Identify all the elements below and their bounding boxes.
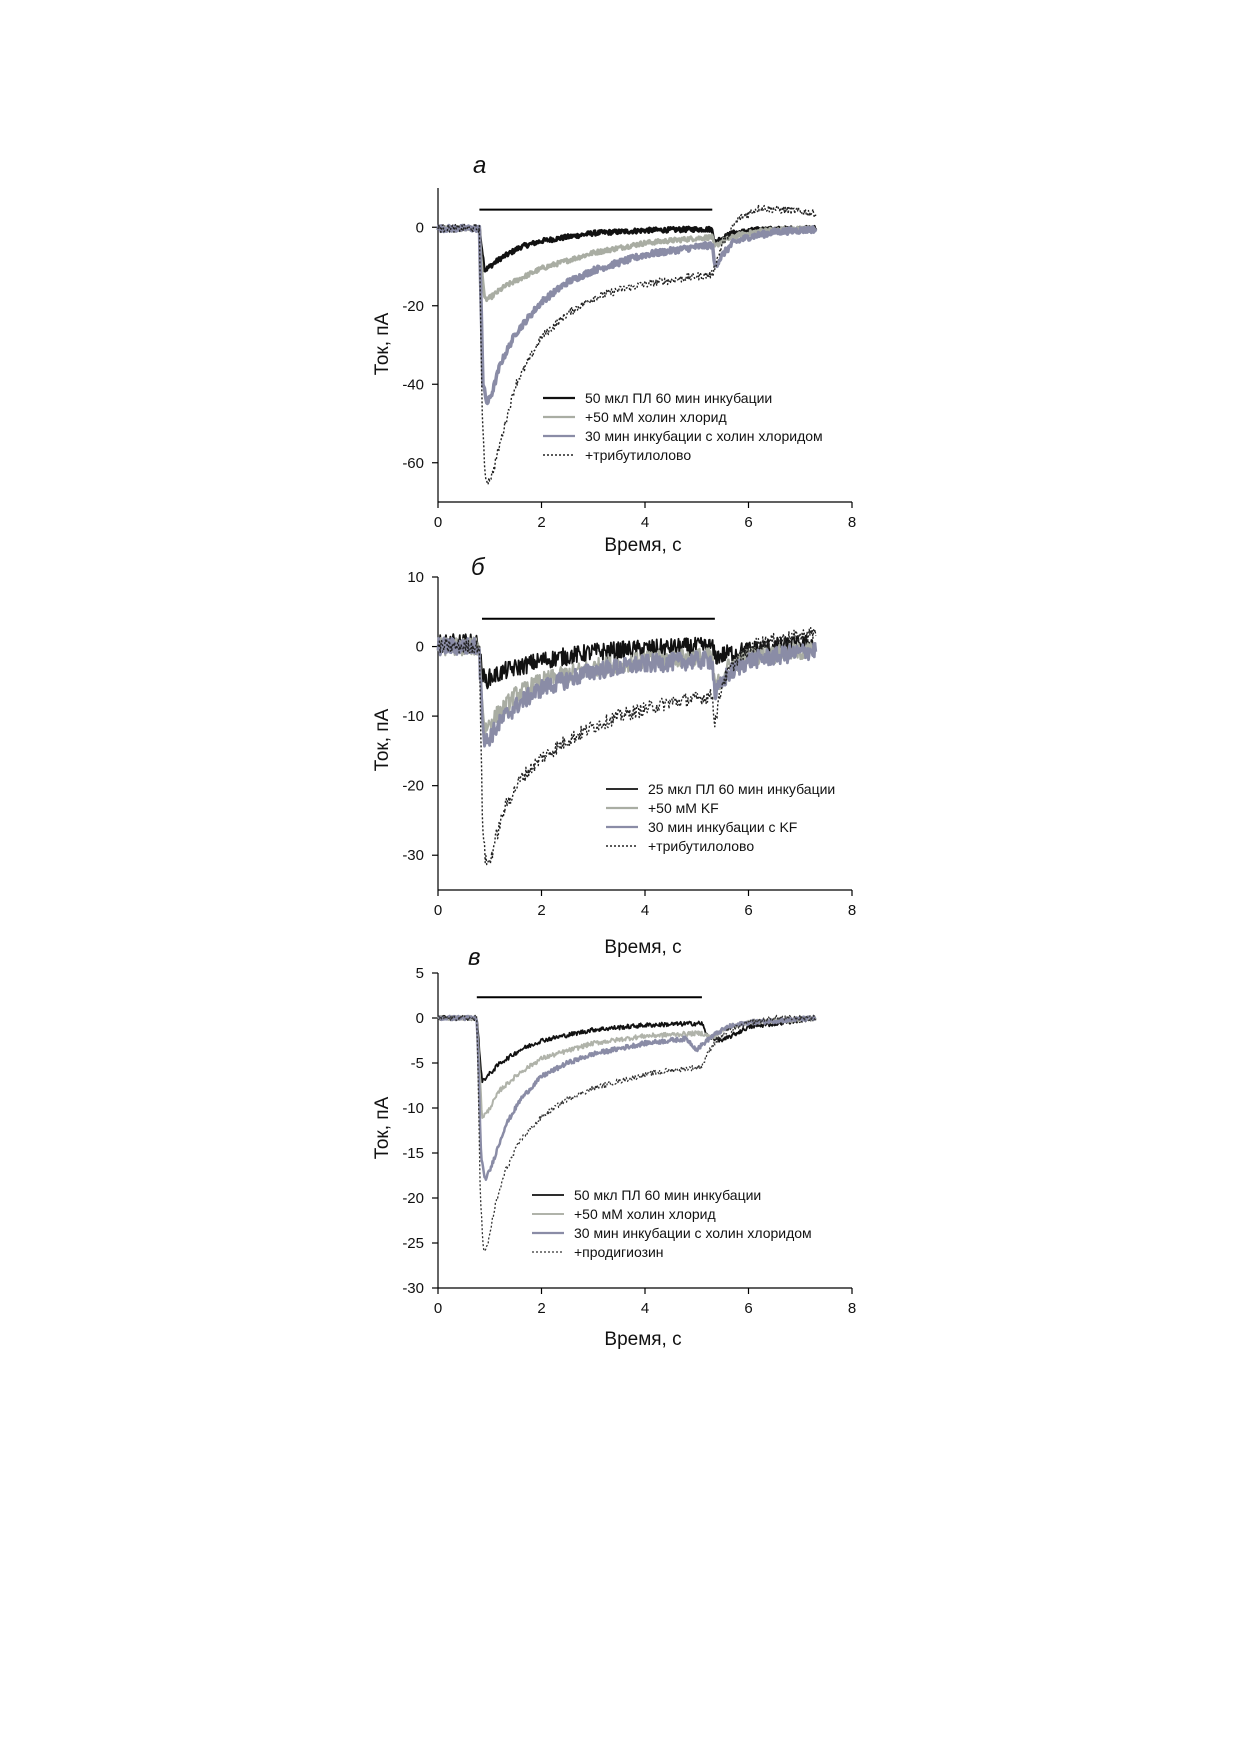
series-line (436, 223, 818, 406)
legend-label: +трибутилолово (648, 838, 754, 854)
y-tick-label: 0 (416, 639, 424, 656)
x-tick-label: 0 (434, 514, 442, 531)
legend-label: 30 мин инкубации с холин хлоридом (585, 428, 823, 444)
panel-b: б Время, с Ток, пА 0 2 4 6 8 10 0 -10 -20 -30 25 м… (372, 554, 856, 958)
x-tick-label: 8 (848, 1300, 856, 1317)
x-tick-label: 6 (744, 1300, 752, 1317)
y-tick-label: -20 (402, 298, 424, 315)
legend-label: 30 мин инкубации с KF (648, 819, 797, 835)
y-tick-label: -25 (402, 1235, 424, 1252)
x-tick-label: 6 (744, 902, 752, 919)
y-tick-label: -10 (402, 1100, 424, 1117)
panel-label: в (468, 944, 481, 971)
y-tick-label: -20 (402, 1190, 424, 1207)
x-tick-label: 2 (537, 902, 545, 919)
y-tick-label: -60 (402, 455, 424, 472)
series-line (436, 636, 818, 748)
series-line (437, 627, 817, 866)
series-line (437, 203, 817, 486)
x-tick-label: 4 (641, 1300, 649, 1317)
y-tick-label: -30 (402, 1280, 424, 1297)
y-tick-label: -15 (402, 1145, 424, 1162)
panel-c: в Время, с Ток, пА 0 2 4 6 8 5 0 -5 -10 -15 -20 -25… (372, 944, 856, 1350)
legend-label: +50 мМ холин хлорид (585, 409, 727, 425)
legend-label: 25 мкл ПЛ 60 мин инкубации (648, 781, 835, 797)
legend-label: +трибутилолово (585, 447, 691, 463)
x-axis-label: Время, с (604, 937, 681, 958)
y-tick-label: 5 (416, 965, 424, 982)
x-tick-label: 2 (537, 514, 545, 531)
panel-a: а Время, с Ток, пА 0 2 4 6 8 0 -20 -40 -60 50 мкл… (372, 152, 856, 556)
series-line (437, 1014, 817, 1084)
y-tick-label: 10 (407, 569, 424, 586)
y-tick-label: -10 (402, 708, 424, 725)
panel-label: б (471, 554, 486, 581)
legend: 25 мкл ПЛ 60 мин инкубации +50 мМ KF 30 ми… (606, 781, 835, 854)
series-line (436, 224, 817, 303)
y-tick-label: -30 (402, 847, 424, 864)
panel-label: а (473, 152, 486, 179)
legend: 50 мкл ПЛ 60 мин инкубации +50 мМ холин х… (543, 390, 823, 463)
x-tick-label: 2 (537, 1300, 545, 1317)
x-tick-label: 0 (434, 902, 442, 919)
legend-label: 50 мкл ПЛ 60 мин инкубации (585, 390, 772, 406)
series-line (437, 1014, 817, 1251)
x-axis-label: Время, с (604, 535, 681, 556)
x-tick-label: 8 (848, 514, 856, 531)
y-axis-label: Ток, пА (372, 1096, 393, 1159)
legend-label: 50 мкл ПЛ 60 мин инкубации (574, 1187, 761, 1203)
legend-label: +50 мМ KF (648, 800, 719, 816)
legend: 50 мкл ПЛ 60 мин инкубации +50 мМ холин х… (532, 1187, 812, 1260)
legend-label: +продигиозин (574, 1244, 664, 1260)
y-tick-label: 0 (416, 219, 424, 236)
y-tick-label: 0 (416, 1010, 424, 1027)
x-tick-label: 4 (641, 902, 649, 919)
x-tick-label: 6 (744, 514, 752, 531)
x-tick-label: 0 (434, 1300, 442, 1317)
x-tick-label: 4 (641, 514, 649, 531)
y-tick-label: -5 (411, 1055, 424, 1072)
legend-label: +50 мМ холин хлорид (574, 1206, 716, 1222)
x-axis-label: Время, с (604, 1329, 681, 1350)
y-axis-label: Ток, пА (372, 708, 393, 771)
legend-label: 30 мин инкубации с холин хлоридом (574, 1225, 812, 1241)
x-tick-label: 8 (848, 902, 856, 919)
y-axis-label: Ток, пА (372, 312, 393, 375)
y-tick-label: -20 (402, 778, 424, 795)
y-tick-label: -40 (402, 376, 424, 393)
